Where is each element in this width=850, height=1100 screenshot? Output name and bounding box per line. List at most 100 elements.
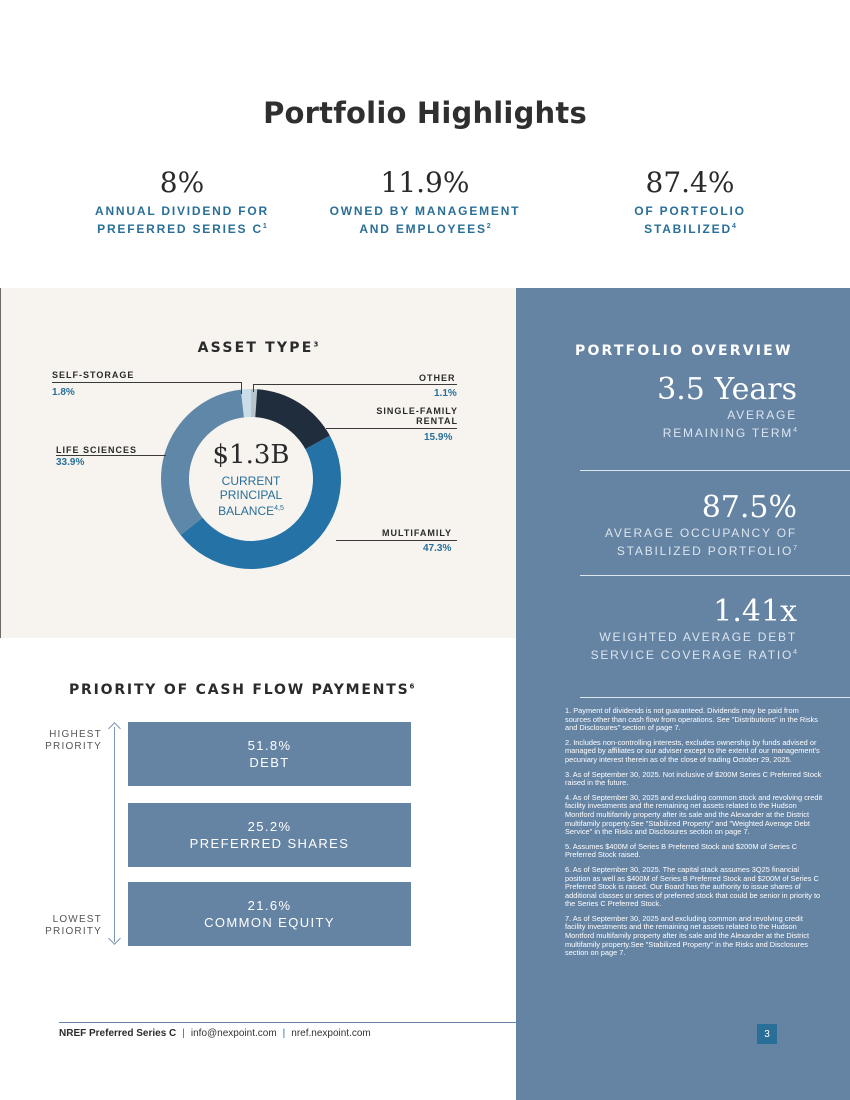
- footnote: 6. As of September 30, 2025. The capital…: [565, 864, 821, 909]
- overview-label: AVERAGE OCCUPANCY OF STABILIZED PORTFOLI…: [605, 525, 797, 559]
- pct-self-storage: 1.8%: [52, 387, 75, 398]
- leader-line: [253, 384, 457, 385]
- asset-type-title: ASSET TYPE3: [0, 340, 516, 356]
- portfolio-overview-title: PORTFOLIO OVERVIEW: [575, 343, 793, 359]
- overview-remaining-term: 3.5 Years AVERAGE REMAINING TERM4: [657, 372, 797, 441]
- donut-slice-multifamily: [180, 435, 342, 570]
- highest-line2: PRIORITY: [45, 741, 102, 752]
- highlight-stabilized: 87.4% OF PORTFOLIO STABILIZED4: [610, 166, 770, 237]
- pct-other: 1.1%: [434, 388, 457, 399]
- principal-balance-label: CURRENT PRINCIPAL BALANCE4,5: [191, 474, 311, 518]
- highlight-label-line2: AND EMPLOYEES: [359, 222, 487, 236]
- priority-pct: 51.8%: [247, 738, 292, 753]
- overview-label-line2: STABILIZED PORTFOLIO: [616, 544, 794, 558]
- pct-multifamily: 47.3%: [423, 543, 452, 554]
- leader-line: [253, 384, 254, 392]
- highlight-label-line1: OWNED BY MANAGEMENT: [329, 204, 521, 218]
- priority-pct: 21.6%: [247, 898, 292, 913]
- overview-value: 1.41x: [713, 594, 797, 629]
- donut-slice-life-sciences: [161, 389, 245, 536]
- donut-slice-single-family-rental: [255, 389, 330, 450]
- priority-label: COMMON EQUITY: [204, 915, 335, 930]
- footer-email-link[interactable]: info@nexpoint.com: [190, 1028, 277, 1039]
- priority-pct: 25.2%: [247, 819, 292, 834]
- leader-line: [336, 540, 457, 541]
- footnote-ref: 1: [262, 223, 267, 230]
- footer-separator: |: [182, 1028, 185, 1039]
- overview-label-line2: SERVICE COVERAGE RATIO: [590, 648, 794, 662]
- footer-site-link[interactable]: nref.nexpoint.com: [291, 1028, 371, 1039]
- priority-label: PREFERRED SHARES: [189, 836, 350, 851]
- footnote-ref: 4,5: [274, 505, 284, 512]
- overview-value: 3.5 Years: [657, 372, 797, 407]
- footnote-ref: 7: [793, 545, 797, 552]
- footnote: 1. Payment of dividends is not guarantee…: [565, 706, 818, 733]
- overview-value: 87.5%: [701, 490, 797, 525]
- label-single-family-rental: SINGLE-FAMILY RENTAL: [372, 406, 458, 426]
- lowest-line1: LOWEST: [52, 914, 102, 925]
- footnote: 7. As of September 30, 2025 and excludin…: [565, 913, 809, 958]
- highlight-dividend: 8% ANNUAL DIVIDEND FOR PREFERRED SERIES …: [82, 166, 282, 237]
- overview-label-line1: AVERAGE: [727, 408, 797, 422]
- overview-label: WEIGHTED AVERAGE DEBT SERVICE COVERAGE R…: [591, 629, 797, 663]
- footnote: 2. Includes non-controlling interests, e…: [565, 737, 820, 764]
- footnote-ref: 4: [793, 649, 797, 656]
- asset-type-title-text: ASSET TYPE: [197, 340, 314, 356]
- divider: [580, 697, 850, 698]
- footnote-ref: 2: [486, 223, 491, 230]
- overview-label: AVERAGE REMAINING TERM4: [657, 407, 797, 441]
- donut-slice-other: [251, 389, 258, 418]
- page-title: Portfolio Highlights: [263, 96, 587, 130]
- footnote-ref: 3: [313, 340, 319, 349]
- asset-type-donut-chart: [161, 389, 342, 570]
- footnote: 3. As of September 30, 2025. Not inclusi…: [565, 769, 822, 788]
- priority-title-text: PRIORITY OF CASH FLOW PAYMENTS: [69, 682, 410, 698]
- highlight-ownership: 11.9% OWNED BY MANAGEMENT AND EMPLOYEES2: [310, 166, 540, 237]
- asset-type-panel: [0, 288, 516, 638]
- leader-line: [326, 428, 457, 429]
- priority-label: DEBT: [249, 755, 290, 770]
- lowest-priority-label: LOWEST PRIORITY: [42, 914, 102, 938]
- highlight-label-line1: OF PORTFOLIO: [634, 204, 746, 218]
- arrow-up-icon: [108, 722, 121, 735]
- priority-box-common: 21.6% COMMON EQUITY: [128, 882, 411, 946]
- overview-occupancy: 87.5% AVERAGE OCCUPANCY OF STABILIZED PO…: [605, 490, 797, 559]
- divider: [580, 575, 850, 576]
- highest-priority-label: HIGHEST PRIORITY: [42, 729, 102, 753]
- label-self-storage: SELF-STORAGE: [52, 370, 135, 380]
- priority-box-debt: 51.8% DEBT: [128, 722, 411, 786]
- footer-divider: [59, 1022, 777, 1023]
- principal-balance-value: $1.3B: [212, 440, 290, 470]
- footer: NREF Preferred Series C | info@nexpoint.co…: [59, 1028, 371, 1039]
- pct-single-family-rental: 15.9%: [424, 432, 453, 443]
- portfolio-overview-panel: [516, 288, 850, 1100]
- lowest-line2: PRIORITY: [45, 926, 102, 937]
- highlight-label: ANNUAL DIVIDEND FOR PREFERRED SERIES C1: [82, 203, 282, 237]
- leader-line: [241, 382, 242, 394]
- footnote: 5. Assumes $400M of Series B Preferred S…: [565, 841, 798, 860]
- label-other: OTHER: [419, 373, 456, 383]
- footer-brand: NREF Preferred Series C: [59, 1028, 177, 1039]
- priority-box-preferred: 25.2% PREFERRED SHARES: [128, 803, 411, 867]
- highlight-value: 11.9%: [380, 166, 470, 199]
- footnote-ref: 4: [793, 427, 797, 434]
- leader-line: [56, 455, 166, 456]
- footnote-ref: 4: [731, 223, 736, 230]
- center-label-line2: PRINCIPAL: [219, 488, 283, 502]
- footnotes: 1. Payment of dividends is not guarantee…: [565, 706, 825, 964]
- footnote-ref: 6: [409, 682, 415, 691]
- label-sfr-line1: SINGLE-FAMILY: [376, 406, 458, 416]
- pct-life-sciences: 33.9%: [56, 457, 85, 468]
- leader-line: [52, 382, 242, 383]
- highlight-label: OWNED BY MANAGEMENT AND EMPLOYEES2: [310, 203, 540, 237]
- highest-line1: HIGHEST: [49, 729, 102, 740]
- label-life-sciences: LIFE SCIENCES: [56, 445, 138, 455]
- donut-slice-self-storage: [240, 389, 251, 418]
- donut-center: $1.3B CURRENT PRINCIPAL BALANCE4,5: [191, 440, 311, 518]
- highlight-value: 87.4%: [645, 166, 735, 199]
- center-label-line3: BALANCE: [218, 504, 275, 518]
- divider: [580, 470, 850, 471]
- priority-title: PRIORITY OF CASH FLOW PAYMENTS6: [69, 682, 414, 698]
- label-sfr-line2: RENTAL: [416, 416, 458, 426]
- highlight-label-line2: PREFERRED SERIES C: [97, 222, 263, 236]
